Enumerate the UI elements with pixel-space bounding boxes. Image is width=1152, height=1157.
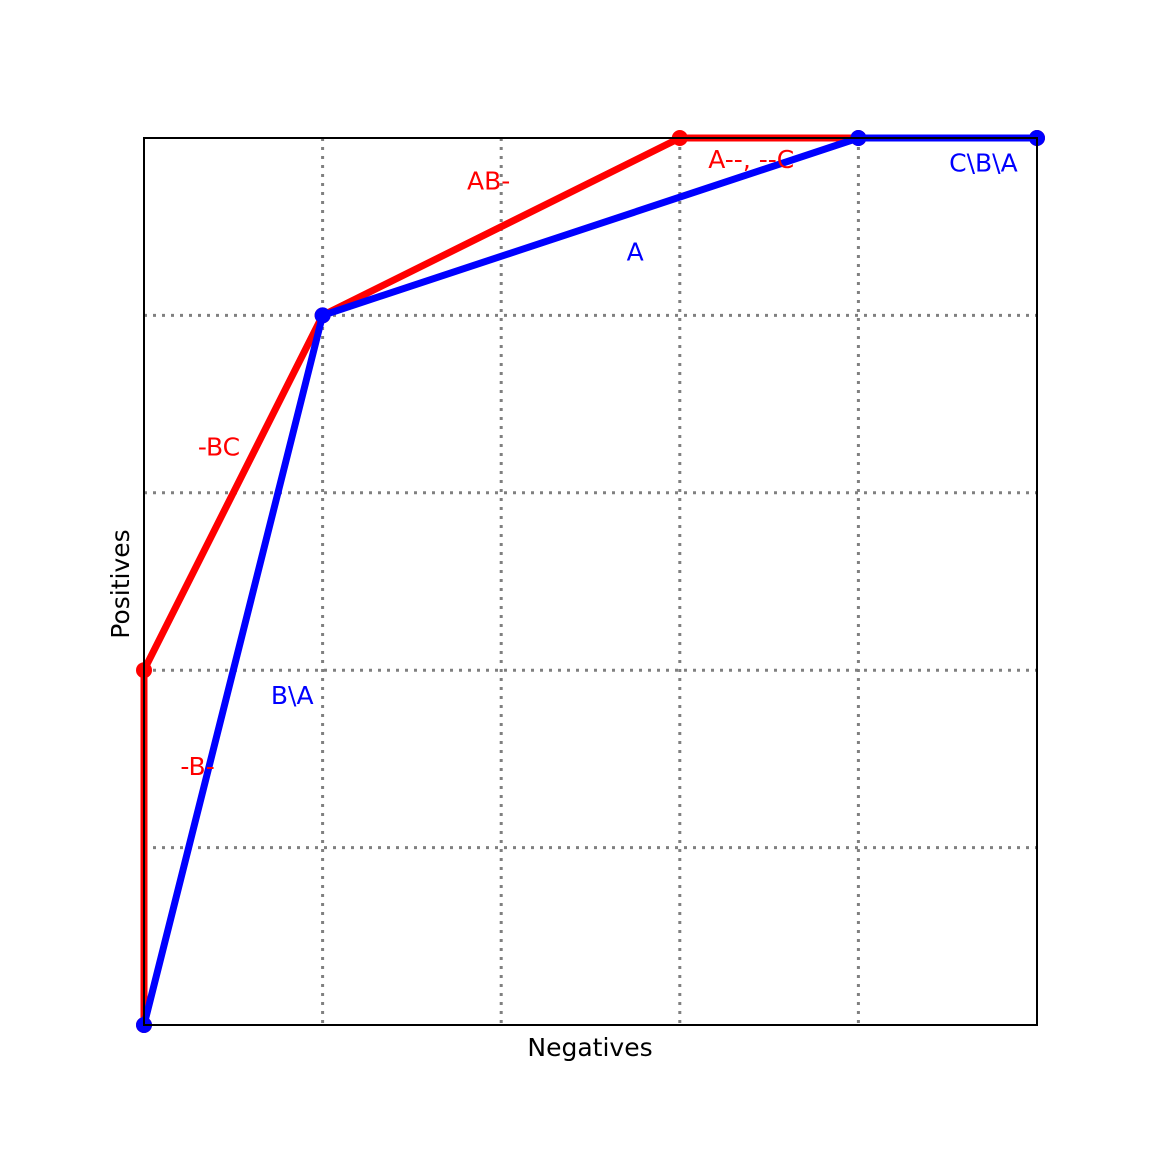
- annotations: -B- -BC AB- A--, --C B\A A C\B\A: [180, 145, 1017, 781]
- series-2-point-2: [314, 307, 331, 324]
- series-1-label-4: A--, --C: [708, 145, 794, 174]
- series-2-label-1: B\A: [271, 681, 314, 710]
- series-1-label-1: -B-: [180, 752, 214, 781]
- x-axis-label: Negatives: [527, 1033, 652, 1062]
- series-1-label-2: -BC: [198, 432, 240, 461]
- plot-frame: [143, 137, 1038, 1026]
- y-axis-label: Positives: [106, 529, 135, 638]
- series-1-label-3: AB-: [467, 166, 510, 195]
- series-2-label-3: C\B\A: [949, 149, 1018, 178]
- series-2-label-2: A: [627, 237, 644, 266]
- grid-lines: [144, 138, 1037, 1025]
